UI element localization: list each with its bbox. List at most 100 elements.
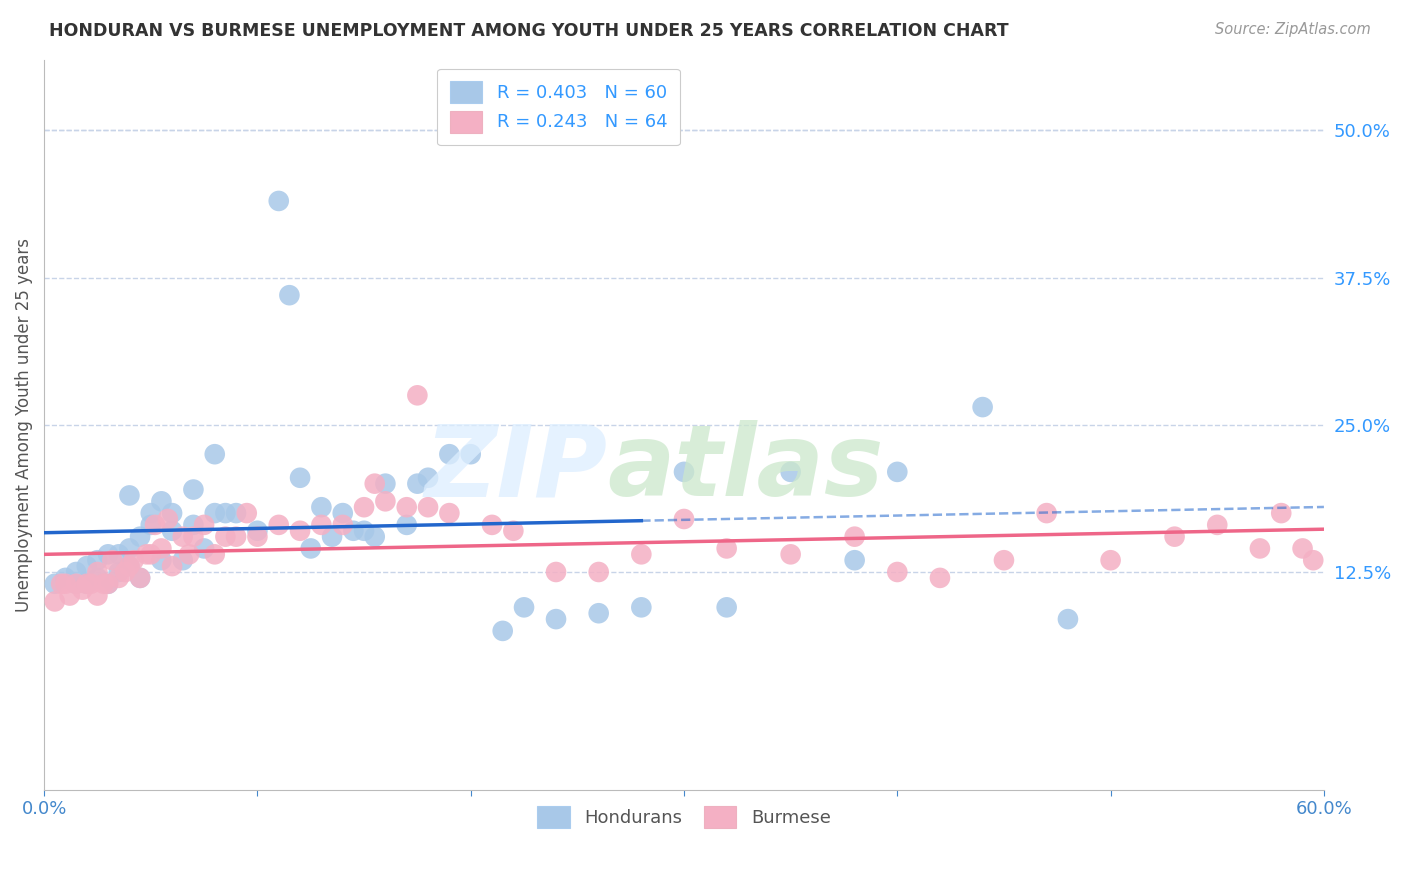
- Point: [172, 530, 194, 544]
- Point: [1206, 517, 1229, 532]
- Point: [76, 576, 98, 591]
- Point: [492, 624, 515, 638]
- Point: [183, 483, 205, 497]
- Point: [716, 541, 738, 556]
- Point: [44, 576, 66, 591]
- Point: [288, 524, 311, 538]
- Point: [55, 571, 77, 585]
- Point: [139, 517, 162, 532]
- Point: [929, 571, 952, 585]
- Point: [160, 506, 183, 520]
- Point: [246, 524, 269, 538]
- Point: [114, 565, 136, 579]
- Point: [886, 465, 908, 479]
- Point: [156, 512, 179, 526]
- Y-axis label: Unemployment Among Youth under 25 years: Unemployment Among Youth under 25 years: [15, 238, 32, 612]
- Point: [353, 500, 375, 515]
- Point: [311, 517, 333, 532]
- Point: [65, 576, 87, 591]
- Point: [97, 547, 120, 561]
- Point: [122, 553, 145, 567]
- Point: [544, 612, 567, 626]
- Point: [235, 506, 257, 520]
- Point: [439, 506, 461, 520]
- Point: [406, 388, 429, 402]
- Point: [299, 541, 322, 556]
- Point: [374, 476, 396, 491]
- Point: [972, 400, 994, 414]
- Point: [672, 512, 695, 526]
- Point: [150, 541, 173, 556]
- Point: [107, 547, 129, 561]
- Text: Source: ZipAtlas.com: Source: ZipAtlas.com: [1215, 22, 1371, 37]
- Point: [225, 506, 247, 520]
- Point: [129, 530, 152, 544]
- Text: HONDURAN VS BURMESE UNEMPLOYMENT AMONG YOUTH UNDER 25 YEARS CORRELATION CHART: HONDURAN VS BURMESE UNEMPLOYMENT AMONG Y…: [49, 22, 1010, 40]
- Point: [204, 506, 226, 520]
- Point: [139, 506, 162, 520]
- Point: [118, 559, 141, 574]
- Point: [118, 488, 141, 502]
- Point: [395, 500, 418, 515]
- Point: [86, 565, 108, 579]
- Point: [1249, 541, 1271, 556]
- Point: [844, 530, 866, 544]
- Point: [353, 524, 375, 538]
- Point: [129, 571, 152, 585]
- Point: [172, 553, 194, 567]
- Legend: Hondurans, Burmese: Hondurans, Burmese: [530, 799, 838, 836]
- Point: [374, 494, 396, 508]
- Point: [267, 194, 290, 208]
- Point: [214, 506, 236, 520]
- Point: [44, 594, 66, 608]
- Point: [395, 517, 418, 532]
- Point: [544, 565, 567, 579]
- Point: [886, 565, 908, 579]
- Point: [107, 565, 129, 579]
- Point: [460, 447, 482, 461]
- Point: [129, 571, 152, 585]
- Point: [225, 530, 247, 544]
- Point: [107, 571, 129, 585]
- Point: [481, 517, 503, 532]
- Point: [1270, 506, 1292, 520]
- Point: [101, 553, 124, 567]
- Point: [1302, 553, 1324, 567]
- Point: [588, 606, 610, 620]
- Point: [193, 517, 215, 532]
- Point: [267, 517, 290, 532]
- Text: atlas: atlas: [607, 420, 884, 517]
- Point: [160, 559, 183, 574]
- Point: [672, 465, 695, 479]
- Point: [204, 447, 226, 461]
- Point: [160, 524, 183, 538]
- Point: [779, 465, 801, 479]
- Point: [86, 553, 108, 567]
- Point: [416, 500, 439, 515]
- Point: [76, 576, 98, 591]
- Point: [1099, 553, 1122, 567]
- Point: [630, 600, 652, 615]
- Point: [193, 541, 215, 556]
- Point: [406, 476, 429, 491]
- Point: [416, 471, 439, 485]
- Point: [97, 576, 120, 591]
- Point: [1035, 506, 1057, 520]
- Point: [59, 589, 82, 603]
- Point: [65, 565, 87, 579]
- Point: [80, 576, 103, 591]
- Point: [72, 582, 94, 597]
- Point: [139, 547, 162, 561]
- Point: [118, 541, 141, 556]
- Point: [1291, 541, 1313, 556]
- Point: [86, 589, 108, 603]
- Text: ZIP: ZIP: [425, 420, 607, 517]
- Point: [364, 476, 387, 491]
- Point: [118, 559, 141, 574]
- Point: [179, 547, 201, 561]
- Point: [204, 547, 226, 561]
- Point: [513, 600, 536, 615]
- Point: [55, 576, 77, 591]
- Point: [143, 517, 166, 532]
- Point: [716, 600, 738, 615]
